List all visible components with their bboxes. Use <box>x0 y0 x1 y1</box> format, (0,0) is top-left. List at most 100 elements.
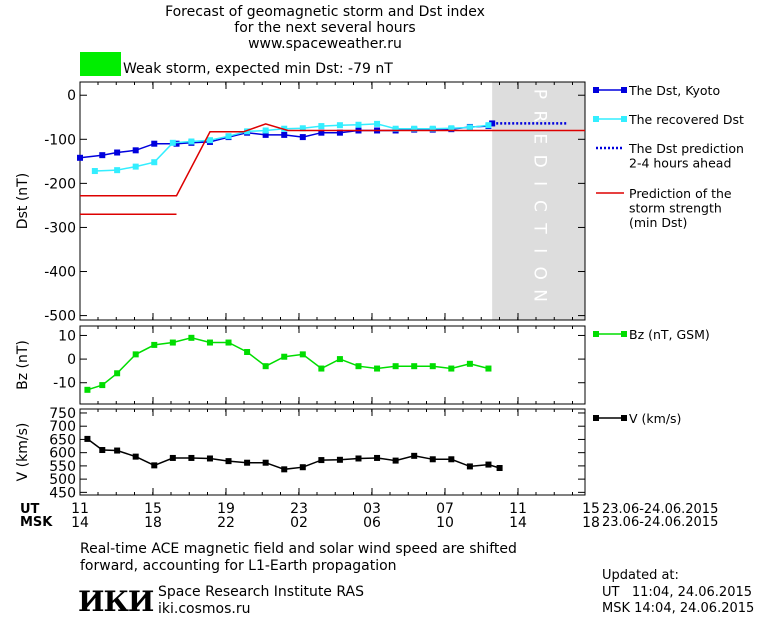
data-point <box>485 365 492 372</box>
data-point <box>188 454 195 461</box>
prediction-label-letter: D <box>530 155 550 168</box>
x-tick-label-msk: 14 <box>509 515 527 531</box>
prediction-label-letter: E <box>530 133 550 144</box>
y-tick-label: -500 <box>44 309 76 325</box>
legend-marker <box>593 87 599 93</box>
data-point <box>448 125 455 132</box>
ut-axis-label: UT <box>20 502 40 517</box>
data-point <box>466 463 473 470</box>
data-point <box>374 454 381 461</box>
legend-marker <box>621 87 627 93</box>
y-tick-label: -10 <box>53 376 76 392</box>
data-point <box>448 365 455 372</box>
data-point <box>299 351 306 358</box>
data-point <box>206 137 213 144</box>
panel-frame <box>79 408 586 496</box>
y-tick-label: 450 <box>49 485 76 501</box>
data-point <box>99 152 106 159</box>
data-point <box>99 382 106 389</box>
legend-label: Prediction of the <box>629 186 732 201</box>
data-point <box>355 363 362 370</box>
data-point <box>169 454 176 461</box>
y-tick-label: -400 <box>44 265 76 281</box>
data-point <box>225 133 232 140</box>
prediction-label-letter: R <box>530 110 550 122</box>
storm-indicator-swatch <box>80 52 121 76</box>
y-tick-label: 550 <box>49 459 76 475</box>
data-point <box>262 363 269 370</box>
data-point <box>336 356 343 363</box>
series-line-4 <box>80 123 585 197</box>
data-point <box>132 147 139 154</box>
panel-frame <box>79 81 586 321</box>
updated-label: Updated at: <box>602 568 679 583</box>
institute-url-link[interactable]: iki.cosmos.ru <box>158 601 251 617</box>
x-tick-label-ut: 15 <box>582 501 600 517</box>
legend-label: Bz (nT, GSM) <box>629 327 710 342</box>
data-point <box>299 125 306 132</box>
y-axis-label: Bz (nT) <box>15 340 31 390</box>
x-tick-label-ut: 11 <box>509 501 527 517</box>
x-tick-label-msk: 10 <box>436 515 454 531</box>
legend-label: 2-4 hours ahead <box>629 156 731 171</box>
x-tick-label-msk: 22 <box>217 515 235 531</box>
chart-title-line2: for the next several hours <box>234 20 416 36</box>
prediction-label-letter: N <box>530 289 550 302</box>
prediction-band <box>492 82 585 320</box>
ut-date-range: 23.06-24.06.2015 <box>602 502 719 517</box>
prediction-label-letter: I <box>530 248 550 253</box>
updated-ut: UT 11:04, 24.06.2015 <box>602 585 753 600</box>
data-point <box>77 154 83 161</box>
x-tick-label-msk: 06 <box>363 515 381 531</box>
data-point <box>466 360 473 367</box>
data-point <box>244 459 251 466</box>
y-tick-label: 750 <box>49 406 76 422</box>
x-tick-label-ut: 23 <box>290 501 308 517</box>
x-tick-label-msk: 18 <box>582 515 600 531</box>
data-point <box>411 125 418 132</box>
data-point <box>318 457 325 464</box>
data-point <box>318 123 325 130</box>
x-tick-label-msk: 02 <box>290 515 308 531</box>
data-point <box>262 127 269 134</box>
data-point <box>448 456 455 463</box>
x-tick-label-ut: 19 <box>217 501 235 517</box>
series-line-2 <box>94 123 489 172</box>
data-point <box>318 129 325 136</box>
data-point <box>281 353 288 360</box>
legend-marker <box>621 116 627 122</box>
data-point <box>355 121 362 128</box>
data-point <box>429 456 436 463</box>
y-tick-label: 10 <box>58 328 76 344</box>
x-tick-label-ut: 15 <box>144 501 162 517</box>
data-point <box>91 168 98 175</box>
chart-title-line3: www.spaceweather.ru <box>248 36 402 52</box>
y-tick-label: 0 <box>67 88 76 104</box>
data-point <box>392 125 399 132</box>
data-point <box>262 459 269 466</box>
data-point <box>281 131 288 138</box>
data-point <box>206 455 213 462</box>
data-point <box>485 461 492 468</box>
iki-logo: ИКИ <box>78 585 154 618</box>
data-point <box>114 167 121 174</box>
legend-marker <box>593 331 599 337</box>
data-point <box>318 365 325 372</box>
msk-axis-label: MSK <box>20 515 53 530</box>
data-point <box>336 129 343 136</box>
x-tick-label-msk: 14 <box>71 515 89 531</box>
data-point <box>262 131 269 138</box>
updated-msk: MSK 14:04, 24.06.2015 <box>602 601 755 616</box>
data-point <box>132 351 139 358</box>
data-point <box>99 447 106 454</box>
data-point <box>392 363 399 370</box>
data-point <box>244 128 251 135</box>
data-point <box>496 465 503 472</box>
prediction-label-letter: O <box>530 267 550 280</box>
data-point <box>188 138 195 145</box>
data-point <box>336 122 343 129</box>
y-tick-label: 500 <box>49 472 76 488</box>
series-line-1 <box>86 438 500 471</box>
data-point <box>336 456 343 463</box>
